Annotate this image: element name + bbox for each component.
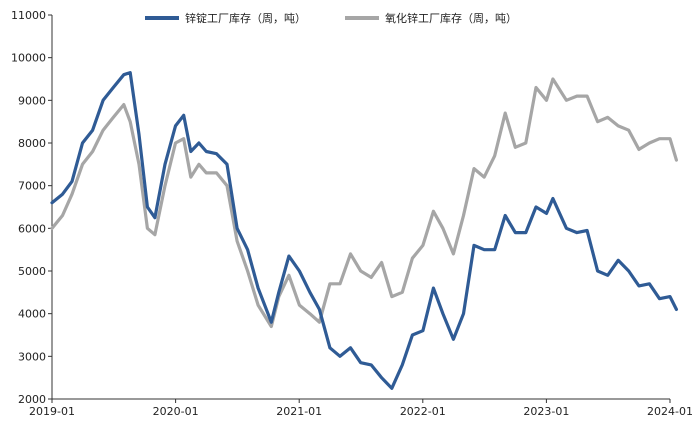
y-tick-label: 10000 bbox=[11, 52, 46, 65]
x-tick-label: 2023-01 bbox=[523, 405, 569, 418]
x-tick-label: 2020-01 bbox=[153, 405, 199, 418]
y-tick-label: 4000 bbox=[18, 308, 46, 321]
y-tick-label: 9000 bbox=[18, 94, 46, 107]
axes: 2000 3000 4000 5000 6000 7000 8000 9000 10000 110… bbox=[11, 9, 693, 418]
series-line-0 bbox=[50, 71, 678, 390]
y-tick-label: 2000 bbox=[18, 393, 46, 406]
x-tick-label: 2019-01 bbox=[29, 405, 75, 418]
y-tick-label: 3000 bbox=[18, 350, 46, 363]
legend-label: 锌锭工厂库存（周，吨） bbox=[185, 11, 306, 25]
legend: 锌锭工厂库存（周，吨） 氧化锌工厂库存（周，吨） bbox=[145, 11, 517, 25]
x-tick-label: 2022-01 bbox=[400, 405, 446, 418]
x-tick-label: 2021-01 bbox=[276, 405, 322, 418]
legend-label: 氧化锌工厂库存（周，吨） bbox=[385, 11, 517, 25]
y-tick-label: 5000 bbox=[18, 265, 46, 278]
legend-item-zinc-oxide: 氧化锌工厂库存（周，吨） bbox=[345, 11, 517, 25]
x-tick-label: 2024-01 bbox=[647, 405, 693, 418]
series-line-1 bbox=[50, 77, 678, 329]
y-tick-label: 8000 bbox=[18, 137, 46, 150]
y-tick-label: 11000 bbox=[11, 9, 46, 22]
series-layer bbox=[50, 71, 678, 390]
y-tick-label: 6000 bbox=[18, 222, 46, 235]
legend-item-zinc-ingot: 锌锭工厂库存（周，吨） bbox=[145, 11, 306, 25]
y-tick-label: 7000 bbox=[18, 180, 46, 193]
